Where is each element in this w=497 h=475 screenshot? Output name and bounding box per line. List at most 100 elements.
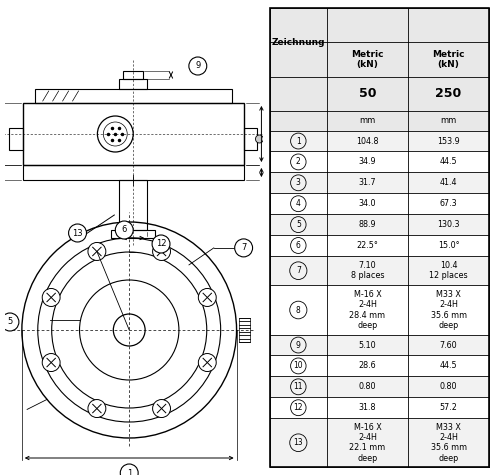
Text: Metric
(kN): Metric (kN) <box>432 49 465 69</box>
Circle shape <box>120 464 138 475</box>
Circle shape <box>69 224 86 242</box>
Text: Metric
(kN): Metric (kN) <box>351 49 384 69</box>
Bar <box>270 193 489 214</box>
Bar <box>119 180 147 230</box>
Bar <box>270 256 489 285</box>
Circle shape <box>152 235 170 253</box>
Text: 13: 13 <box>294 438 303 447</box>
Text: 5.10: 5.10 <box>359 341 376 350</box>
Circle shape <box>291 217 306 233</box>
Circle shape <box>88 242 106 260</box>
Circle shape <box>42 288 60 306</box>
Circle shape <box>189 57 207 75</box>
Text: 7.10
8 places: 7.10 8 places <box>351 261 384 280</box>
Circle shape <box>291 400 306 416</box>
Bar <box>270 285 489 334</box>
Text: 10.4
12 places: 10.4 12 places <box>429 261 468 280</box>
Bar <box>270 235 489 256</box>
Bar <box>270 214 489 235</box>
Bar <box>23 103 244 165</box>
Circle shape <box>291 358 306 374</box>
Bar <box>270 376 489 397</box>
Bar <box>9 128 23 150</box>
Circle shape <box>0 283 3 301</box>
Circle shape <box>272 125 290 143</box>
Bar <box>270 131 489 152</box>
Circle shape <box>198 288 216 306</box>
Text: 31.7: 31.7 <box>359 178 376 187</box>
Text: 9: 9 <box>296 341 301 350</box>
Bar <box>270 8 489 42</box>
Circle shape <box>291 379 306 395</box>
Text: 57.2: 57.2 <box>440 403 458 412</box>
Circle shape <box>291 154 306 170</box>
Text: 153.9: 153.9 <box>437 136 460 145</box>
Text: 31.8: 31.8 <box>359 403 376 412</box>
Text: 28.6: 28.6 <box>359 361 376 371</box>
Circle shape <box>235 239 252 257</box>
Circle shape <box>291 175 306 191</box>
Text: 41.4: 41.4 <box>440 178 457 187</box>
Bar <box>270 152 489 172</box>
Text: 4: 4 <box>296 199 301 208</box>
Circle shape <box>272 163 290 181</box>
Bar <box>270 355 489 376</box>
Text: 104.8: 104.8 <box>356 136 379 145</box>
Text: 5: 5 <box>7 317 12 326</box>
Circle shape <box>198 353 216 371</box>
Circle shape <box>290 301 307 319</box>
Text: M33 X
2-4H
35.6 mm
deep: M33 X 2-4H 35.6 mm deep <box>430 423 467 463</box>
Text: mm: mm <box>359 116 376 125</box>
Text: 13: 13 <box>72 228 83 238</box>
Text: 3: 3 <box>279 130 284 139</box>
Circle shape <box>0 370 3 388</box>
Circle shape <box>153 242 170 260</box>
Bar <box>244 128 257 150</box>
Circle shape <box>291 133 306 149</box>
Text: 34.9: 34.9 <box>359 157 376 166</box>
Text: 8: 8 <box>296 305 301 314</box>
Text: 44.5: 44.5 <box>440 157 457 166</box>
Text: 5: 5 <box>296 220 301 229</box>
Text: 7: 7 <box>241 243 247 252</box>
Bar <box>123 71 143 79</box>
Circle shape <box>115 221 133 239</box>
Circle shape <box>88 399 106 418</box>
Bar <box>270 397 489 418</box>
Circle shape <box>290 434 307 452</box>
Bar <box>23 165 244 180</box>
Circle shape <box>153 399 170 418</box>
Text: 88.9: 88.9 <box>359 220 376 229</box>
Circle shape <box>1 313 19 331</box>
Text: mm: mm <box>440 116 457 125</box>
Text: 2: 2 <box>296 157 301 166</box>
Text: 6: 6 <box>122 226 127 235</box>
Text: Zeichnung: Zeichnung <box>271 38 325 47</box>
Text: M33 X
2-4H
35.6 mm
deep: M33 X 2-4H 35.6 mm deep <box>430 290 467 330</box>
Text: 3: 3 <box>296 178 301 187</box>
Circle shape <box>291 238 306 254</box>
Bar <box>270 334 489 355</box>
Text: 15.0°: 15.0° <box>438 241 459 250</box>
Text: 11: 11 <box>276 168 287 177</box>
Bar <box>270 111 489 131</box>
Text: 250: 250 <box>435 87 462 100</box>
Text: 34.0: 34.0 <box>359 199 376 208</box>
Text: 11: 11 <box>294 382 303 391</box>
Bar <box>270 172 489 193</box>
Text: M-16 X
2-4H
22.1 mm
deep: M-16 X 2-4H 22.1 mm deep <box>349 423 386 463</box>
Circle shape <box>42 353 60 371</box>
Text: 1: 1 <box>296 136 301 145</box>
Text: 12: 12 <box>294 403 303 412</box>
Text: 7.60: 7.60 <box>440 341 457 350</box>
Circle shape <box>291 196 306 212</box>
Bar <box>119 79 147 89</box>
Bar <box>239 318 250 342</box>
Text: 130.3: 130.3 <box>437 220 460 229</box>
Text: 7: 7 <box>296 266 301 275</box>
Circle shape <box>290 262 307 279</box>
Text: M-16 X
2-4H
28.4 mm
deep: M-16 X 2-4H 28.4 mm deep <box>349 290 386 330</box>
Text: 6: 6 <box>296 241 301 250</box>
Circle shape <box>255 135 263 143</box>
Text: 10: 10 <box>294 361 303 371</box>
